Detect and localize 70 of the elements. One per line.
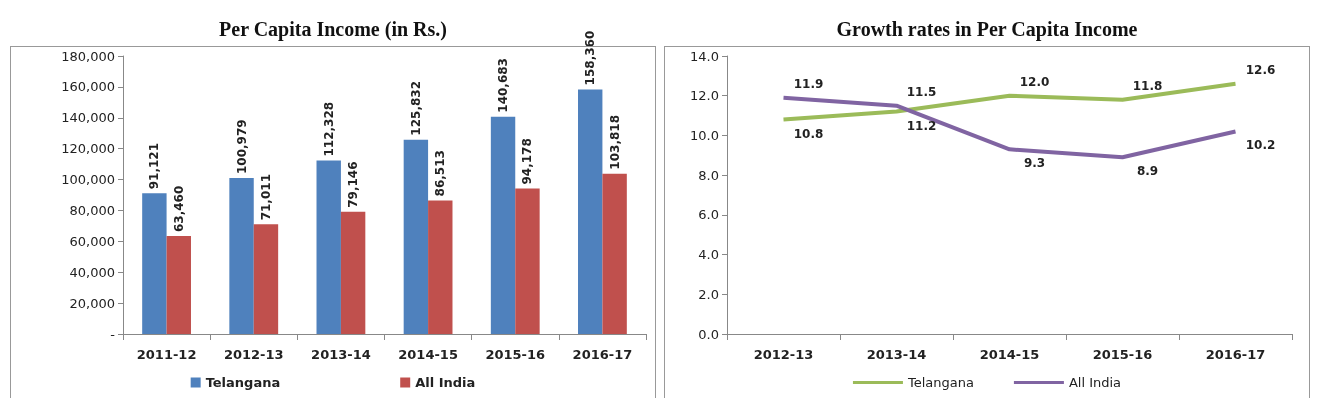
bar [428,200,453,334]
x-tick-label: 2014-15 [979,347,1040,362]
data-label: 158,360 [583,30,598,86]
x-tick-label: 2013-14 [311,347,371,362]
data-label: 86,513 [433,150,448,197]
bar [166,235,191,334]
data-label: 11.2 [906,118,937,133]
bar [142,193,167,334]
data-label: 79,146 [346,161,361,208]
x-tick-label: 2014-15 [398,347,458,362]
bar [403,139,429,334]
y-tick-label: 6.0 [698,207,719,223]
data-label: 8.9 [1136,164,1159,179]
data-label: 63,460 [171,185,186,232]
data-label: 12.6 [1245,62,1276,77]
y-tick-label: 8.0 [698,167,719,183]
y-tick-label: 2.0 [698,286,719,302]
y-tick-label: 14.0 [690,48,719,64]
bar [490,116,516,334]
data-label: 11.5 [906,84,937,99]
chart-title: Growth rates in Per Capita Income [836,18,1138,41]
y-tick-label: 100,000 [61,172,115,188]
x-tick-label: 2011-12 [136,347,197,362]
x-tick-label: 2012-13 [223,347,284,362]
data-label: 103,818 [607,115,622,170]
legend-label: All India [1068,375,1122,390]
data-label: 11.9 [793,76,824,91]
y-tick-label: - [110,326,116,342]
data-label: 10.8 [793,126,824,141]
bar [602,173,627,334]
y-tick-label: 20,000 [69,295,115,311]
y-tick-label: 140,000 [61,110,115,126]
y-tick-label: 60,000 [69,233,115,249]
data-label: 100,979 [234,119,249,175]
y-tick-label: 10.0 [690,127,719,143]
bar [316,160,341,334]
chart-title: Per Capita Income (in Rs.) [219,18,447,41]
data-label: 10.2 [1245,138,1276,153]
y-tick-label: 120,000 [61,141,115,157]
legend-label: All India [415,375,476,390]
bar [340,211,366,334]
y-tick-label: 0.0 [698,326,719,342]
data-label: 71,011 [258,174,273,221]
x-tick-label: 2013-14 [866,347,927,362]
x-tick-label: 2016-17 [572,347,633,362]
legend-label: Telangana [906,375,974,390]
data-label: 91,121 [147,142,162,190]
data-label: 9.3 [1023,156,1046,171]
data-label: 125,832 [408,81,423,136]
y-tick-label: 12.0 [690,88,719,104]
line-series [781,95,1238,160]
y-tick-label: 160,000 [61,79,115,95]
x-tick-label: 2016-17 [1205,347,1266,362]
data-label: 112,328 [321,101,336,157]
x-tick-label: 2012-13 [753,347,814,362]
data-label: 140,683 [496,58,511,113]
data-label: 11.8 [1132,78,1163,93]
y-tick-label: 80,000 [69,202,115,218]
x-tick-label: 2015-16 [1092,347,1153,362]
y-tick-label: 4.0 [698,247,719,263]
legend-label: Telangana [205,375,281,390]
data-label: 94,178 [520,138,535,185]
x-tick-label: 2015-16 [485,347,546,362]
bar [515,188,540,334]
y-tick-label: 180,000 [61,48,115,64]
bar [229,178,254,334]
y-tick-label: 40,000 [69,264,115,280]
bar [578,89,603,334]
data-label: 12.0 [1019,74,1050,89]
bar [253,224,279,334]
